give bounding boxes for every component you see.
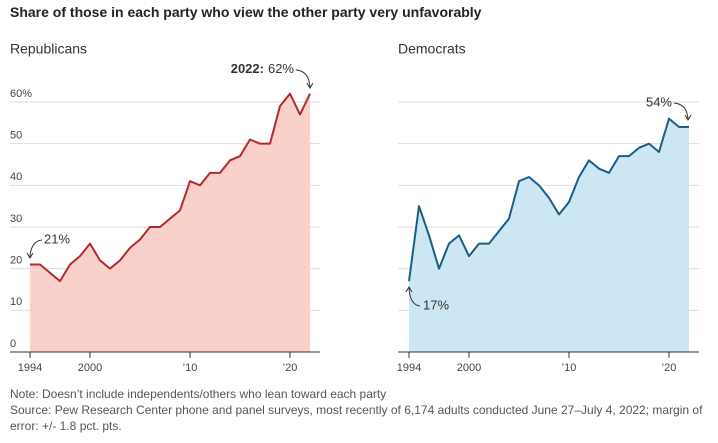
line bbox=[408, 117, 689, 282]
annotation: 17% bbox=[423, 297, 449, 312]
panel-title: Republicans bbox=[10, 41, 87, 57]
panel-title: Democrats bbox=[398, 41, 466, 57]
annotation-value: 62% bbox=[268, 61, 294, 76]
area bbox=[30, 93, 310, 353]
y-tick-label: 40 bbox=[10, 171, 22, 183]
note: Note: Doesn’t include independents/other… bbox=[10, 387, 387, 401]
annotation: 21% bbox=[44, 231, 70, 246]
arrow-head bbox=[306, 82, 314, 89]
arrow-head bbox=[684, 114, 692, 121]
y-tick-label: 20 bbox=[10, 255, 22, 267]
annotation-arrow bbox=[408, 287, 421, 307]
chart-title: Share of those in each party who view th… bbox=[10, 4, 482, 20]
area bbox=[409, 118, 689, 353]
annotation-arrow bbox=[29, 239, 43, 258]
x-tick-label: 2000 bbox=[457, 362, 481, 374]
x-tick-label: ’20 bbox=[662, 362, 677, 374]
x-tick-label: ’20 bbox=[283, 362, 298, 374]
annotation-label: 2022: bbox=[231, 61, 264, 76]
arrow-head bbox=[405, 286, 413, 293]
x-tick-label: 2000 bbox=[78, 362, 102, 374]
annotation-arrow bbox=[295, 69, 311, 88]
y-tick-label: 10 bbox=[10, 296, 22, 308]
x-tick-label: ’10 bbox=[562, 362, 577, 374]
y-tick-label: 60% bbox=[10, 88, 32, 100]
line bbox=[30, 92, 311, 283]
y-tick-label: 0 bbox=[10, 338, 16, 350]
notes: Note: Doesn’t include independents/other… bbox=[10, 386, 715, 434]
source: Source: Pew Research Center phone and pa… bbox=[10, 403, 703, 433]
x-tick-label: 1994 bbox=[397, 362, 421, 374]
y-tick-label: 50 bbox=[10, 130, 22, 142]
x-tick-label: ’10 bbox=[183, 362, 198, 374]
y-tick-label: 30 bbox=[10, 213, 22, 225]
x-tick-label: 1994 bbox=[18, 362, 42, 374]
annotation: 54% bbox=[646, 94, 672, 109]
annotation-arrow bbox=[673, 102, 689, 120]
arrow-head bbox=[26, 252, 34, 259]
annotation: 2022: 62% bbox=[231, 61, 295, 76]
